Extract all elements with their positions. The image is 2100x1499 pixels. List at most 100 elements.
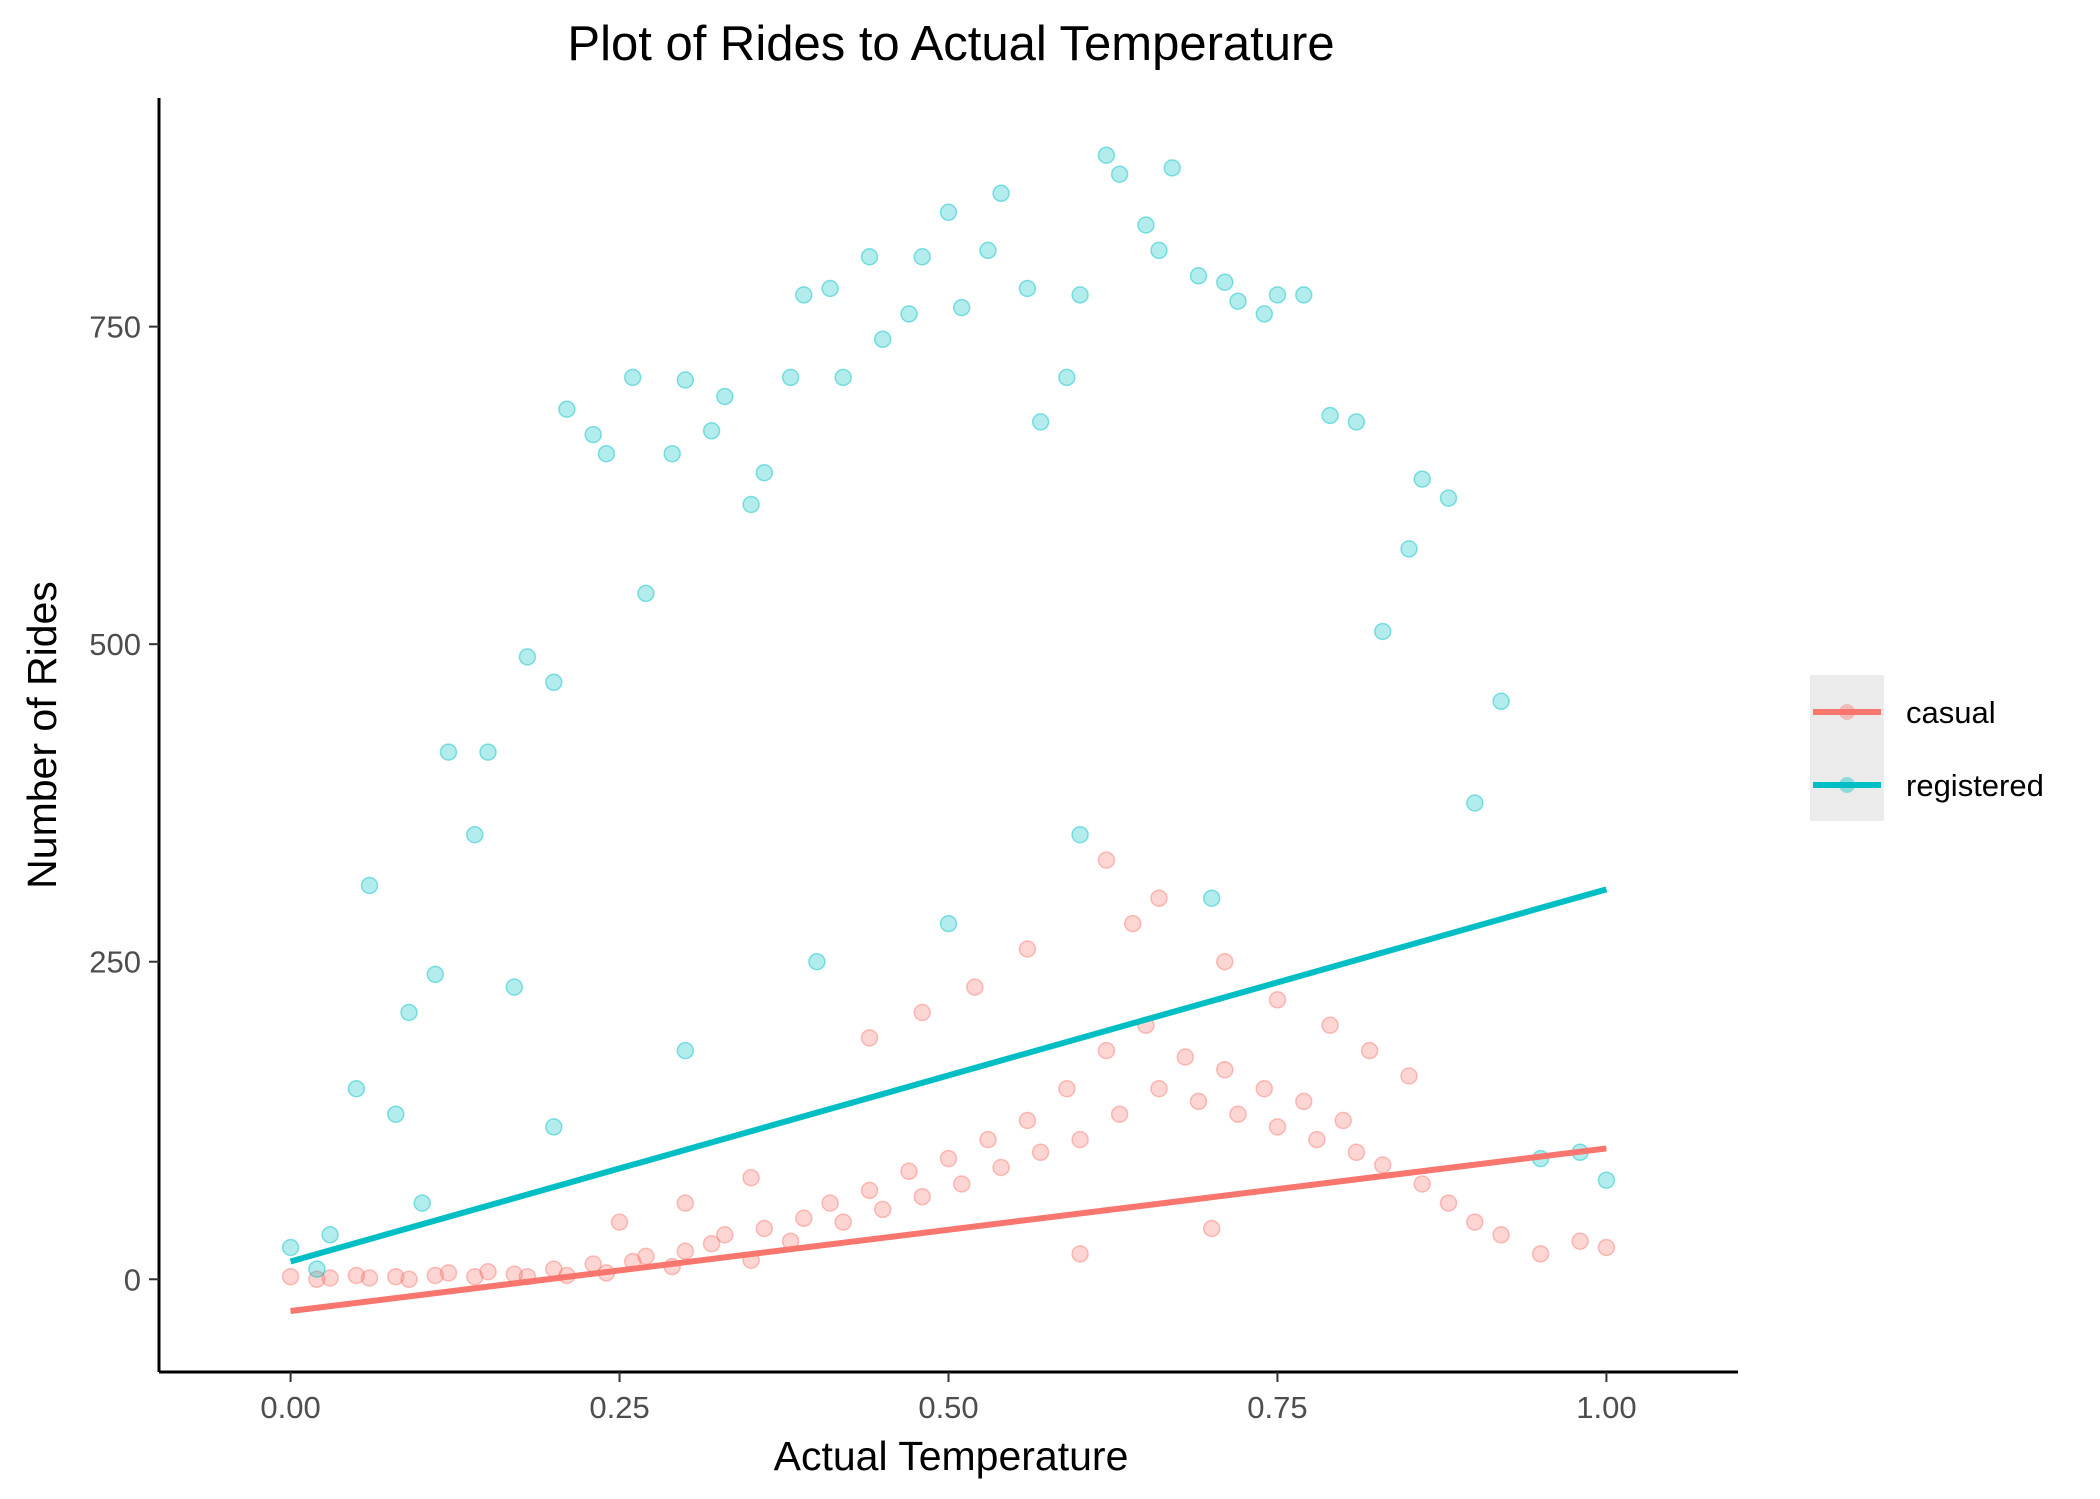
x-tick-label: 0.25 <box>589 1390 649 1425</box>
point-casual <box>742 1168 760 1187</box>
point-casual <box>913 1187 931 1206</box>
point-casual <box>1597 1238 1616 1257</box>
point-casual <box>426 1266 445 1285</box>
point-casual <box>716 1226 734 1244</box>
point-casual <box>1531 1245 1550 1263</box>
point-casual <box>860 1029 879 1047</box>
point-casual <box>637 1247 655 1266</box>
point-registered <box>913 248 931 266</box>
x-tick-label: 0.75 <box>1247 1390 1307 1425</box>
point-casual <box>1189 1092 1208 1111</box>
point-registered <box>860 248 879 266</box>
point-registered <box>676 1041 695 1060</box>
point-casual <box>966 978 984 996</box>
x-tick-label: 0.50 <box>918 1390 978 1425</box>
point-casual <box>1031 1143 1050 1162</box>
point-casual <box>1097 851 1116 869</box>
point-casual <box>1150 1079 1168 1098</box>
point-casual <box>1334 1111 1352 1130</box>
point-casual <box>873 1200 892 1219</box>
point-casual <box>308 1270 326 1289</box>
point-registered <box>439 743 458 761</box>
legend: casual registered <box>1810 675 2044 821</box>
point-casual <box>1268 991 1287 1009</box>
point-casual <box>347 1266 366 1285</box>
point-registered <box>795 286 813 304</box>
point-registered <box>1466 794 1484 812</box>
point-registered <box>821 279 839 298</box>
point-registered <box>716 387 734 406</box>
point-registered <box>518 648 537 666</box>
legend-key-point-registered <box>1839 777 1855 793</box>
point-casual <box>676 1194 695 1212</box>
point-registered <box>676 371 695 389</box>
legend-key-point-casual <box>1839 704 1855 720</box>
point-registered <box>1229 292 1247 310</box>
point-registered <box>755 463 774 482</box>
point-casual <box>1466 1213 1484 1231</box>
point-registered <box>939 203 958 222</box>
point-casual <box>1071 1130 1089 1149</box>
point-casual <box>360 1269 379 1287</box>
point-registered <box>479 743 497 761</box>
trend-line-casual <box>290 1145 1607 1315</box>
point-registered <box>426 965 445 984</box>
point-casual <box>1150 889 1168 907</box>
point-casual <box>979 1130 997 1149</box>
point-registered <box>992 184 1010 203</box>
chart-title: Plot of Rides to Actual Temperature <box>567 17 1334 71</box>
point-registered <box>597 444 616 463</box>
x-axis-title: Actual Temperature <box>774 1433 1129 1479</box>
point-registered <box>1097 146 1116 164</box>
plot-area <box>281 146 1616 1315</box>
point-registered <box>623 368 642 387</box>
point-registered <box>321 1226 339 1244</box>
point-registered <box>1189 267 1208 285</box>
legend-item-casual[interactable]: casual <box>1813 695 1996 730</box>
point-registered <box>466 825 484 844</box>
point-casual <box>1268 1118 1287 1136</box>
point-registered <box>939 914 958 933</box>
point-casual <box>400 1270 418 1289</box>
point-casual <box>1071 1245 1089 1263</box>
point-registered <box>1071 825 1089 844</box>
point-casual <box>387 1267 405 1286</box>
point-casual <box>1018 1111 1037 1130</box>
point-registered <box>584 425 602 444</box>
point-registered <box>1255 305 1274 323</box>
point-casual <box>1373 1156 1392 1174</box>
point-registered <box>979 241 997 260</box>
point-casual <box>900 1162 918 1181</box>
point-registered <box>1373 622 1392 641</box>
y-tick-label: 750 <box>89 310 141 345</box>
x-axis-ticks: 0.00 0.25 0.50 0.75 1.00 <box>260 1372 1637 1425</box>
point-casual <box>1295 1092 1313 1111</box>
point-registered <box>1163 159 1181 177</box>
point-registered <box>1216 273 1234 291</box>
point-casual <box>1347 1143 1366 1162</box>
point-casual <box>479 1262 497 1281</box>
point-casual <box>795 1209 813 1228</box>
point-registered <box>1439 489 1458 507</box>
point-registered <box>781 368 800 387</box>
point-registered <box>281 1238 300 1257</box>
trend-line-registered <box>289 886 1608 1265</box>
x-tick-label: 1.00 <box>1576 1390 1636 1425</box>
point-registered <box>347 1079 366 1098</box>
legend-key-background <box>1810 675 1884 821</box>
y-axis-ticks: 0 250 500 750 <box>89 310 159 1297</box>
point-registered <box>1400 540 1418 558</box>
point-casual <box>702 1234 721 1253</box>
point-casual <box>1400 1067 1418 1085</box>
point-casual <box>1176 1048 1195 1066</box>
legend-item-registered[interactable]: registered <box>1813 768 2044 803</box>
point-casual <box>439 1264 458 1282</box>
x-tick-label: 0.00 <box>260 1390 320 1425</box>
point-registered <box>1347 413 1366 431</box>
point-registered <box>1268 286 1287 304</box>
point-registered <box>637 584 655 603</box>
point-casual <box>913 1003 931 1022</box>
point-registered <box>834 368 852 387</box>
point-registered <box>952 298 971 317</box>
